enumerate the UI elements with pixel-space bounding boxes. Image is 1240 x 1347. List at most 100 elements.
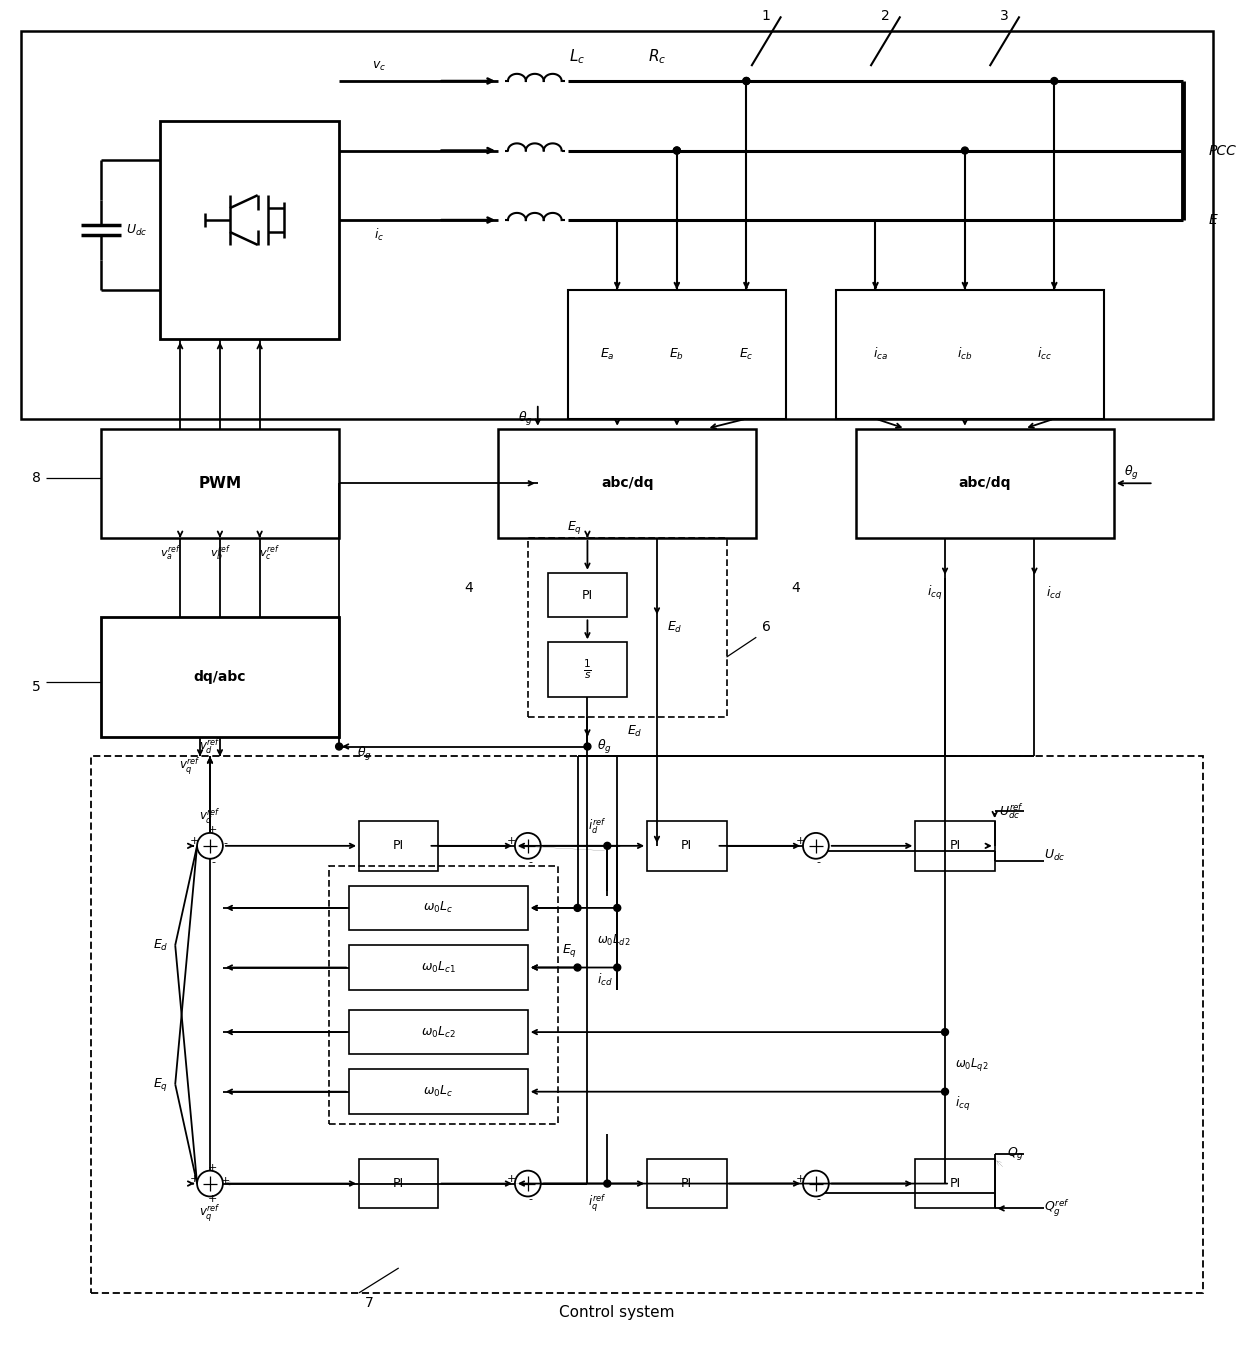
Text: $\omega_0 L_c$: $\omega_0 L_c$ — [423, 900, 454, 916]
Text: PI: PI — [393, 839, 404, 853]
Text: $E_q$: $E_q$ — [563, 942, 578, 959]
Text: Control system: Control system — [559, 1305, 675, 1320]
Bar — [498, 428, 756, 537]
Text: +: + — [795, 1173, 805, 1184]
Circle shape — [515, 832, 541, 859]
Text: $R_c$: $R_c$ — [647, 47, 666, 66]
Text: $v_c^{ref}$: $v_c^{ref}$ — [259, 543, 280, 563]
Bar — [160, 121, 339, 339]
Text: $i_c$: $i_c$ — [373, 226, 384, 242]
Circle shape — [673, 147, 681, 154]
Bar — [856, 428, 1114, 537]
Text: $i_q^{ref}$: $i_q^{ref}$ — [588, 1193, 606, 1214]
Circle shape — [804, 832, 828, 859]
Bar — [91, 757, 1203, 1293]
Text: $v_d^{ref}$: $v_d^{ref}$ — [200, 737, 221, 756]
Text: $\omega_0 L_{c2}$: $\omega_0 L_{c2}$ — [422, 1025, 456, 1040]
Text: $\theta_g$: $\theta_g$ — [1123, 465, 1138, 482]
Circle shape — [941, 1029, 949, 1036]
Text: 6: 6 — [761, 621, 771, 634]
Circle shape — [1050, 78, 1058, 85]
Bar — [358, 822, 439, 870]
Text: $U_{dc}$: $U_{dc}$ — [1044, 849, 1065, 863]
Text: $v_c$: $v_c$ — [372, 59, 386, 73]
Text: 2: 2 — [882, 9, 890, 23]
Text: $E_c$: $E_c$ — [739, 346, 754, 362]
Text: dq/abc: dq/abc — [193, 669, 247, 684]
Text: 4: 4 — [464, 581, 472, 594]
Bar — [358, 1158, 439, 1208]
Text: PI: PI — [950, 839, 961, 853]
Text: -: - — [817, 1195, 821, 1204]
Circle shape — [614, 904, 621, 912]
Text: $E_d$: $E_d$ — [667, 620, 682, 634]
Text: $U_{dc}^{ref}$: $U_{dc}^{ref}$ — [999, 801, 1024, 820]
Circle shape — [743, 78, 750, 85]
Circle shape — [614, 964, 621, 971]
Bar — [100, 617, 339, 737]
Text: $E_a$: $E_a$ — [600, 346, 615, 362]
Circle shape — [604, 1180, 611, 1187]
Text: -: - — [211, 857, 215, 866]
Circle shape — [961, 147, 968, 154]
Text: +: + — [507, 836, 517, 846]
Text: $v_q^{ref}$: $v_q^{ref}$ — [200, 1203, 221, 1224]
Text: PI: PI — [950, 1177, 961, 1189]
Text: $U_{dc}$: $U_{dc}$ — [125, 222, 148, 237]
Text: $Q_g$: $Q_g$ — [1007, 1145, 1024, 1162]
Text: +: + — [507, 1173, 517, 1184]
Circle shape — [197, 1171, 223, 1196]
Text: $L_c$: $L_c$ — [569, 47, 585, 66]
Text: 7: 7 — [365, 1296, 373, 1309]
Text: PI: PI — [681, 1177, 692, 1189]
Text: 4: 4 — [791, 581, 800, 594]
Text: PCC: PCC — [1208, 144, 1236, 158]
Text: $E_q$: $E_q$ — [568, 520, 583, 536]
Bar — [915, 822, 994, 870]
Text: $\theta_g$: $\theta_g$ — [598, 738, 613, 756]
Text: E: E — [1208, 213, 1216, 228]
Circle shape — [574, 964, 582, 971]
Text: $i_{ca}$: $i_{ca}$ — [873, 346, 888, 362]
Text: PI: PI — [681, 839, 692, 853]
Circle shape — [743, 78, 750, 85]
Text: $v_b^{ref}$: $v_b^{ref}$ — [210, 543, 231, 563]
Bar — [647, 822, 727, 870]
Text: $E_d$: $E_d$ — [626, 725, 642, 740]
Circle shape — [336, 744, 342, 750]
Text: $E_b$: $E_b$ — [670, 346, 684, 362]
Bar — [568, 290, 786, 419]
Text: $\omega_0 L_{q2}$: $\omega_0 L_{q2}$ — [955, 1056, 988, 1072]
Text: +: + — [208, 1162, 218, 1173]
Text: +: + — [208, 824, 218, 835]
Bar — [647, 1158, 727, 1208]
Circle shape — [604, 842, 611, 850]
Text: $i_{cd}$: $i_{cd}$ — [1047, 585, 1063, 601]
Text: $v_d^{ref}$: $v_d^{ref}$ — [200, 807, 221, 826]
Text: 1: 1 — [761, 9, 771, 23]
Text: $i_d^{ref}$: $i_d^{ref}$ — [588, 816, 606, 835]
Circle shape — [941, 1088, 949, 1095]
Text: +: + — [221, 1176, 231, 1185]
Bar — [836, 290, 1104, 419]
Bar — [915, 1158, 994, 1208]
Circle shape — [584, 744, 591, 750]
Text: $v_q^{ref}$: $v_q^{ref}$ — [179, 756, 201, 777]
Text: -: - — [224, 838, 228, 847]
Bar — [548, 572, 627, 617]
Bar — [100, 428, 339, 537]
Circle shape — [197, 832, 223, 859]
Bar — [348, 946, 528, 990]
Circle shape — [574, 904, 582, 912]
Circle shape — [673, 147, 681, 154]
Text: $i_{cd}$: $i_{cd}$ — [598, 973, 614, 987]
Text: -: - — [528, 857, 533, 866]
Bar — [348, 1070, 528, 1114]
Text: -: - — [528, 1195, 533, 1204]
Text: +: + — [190, 836, 198, 846]
Text: +: + — [190, 1173, 198, 1184]
Text: $\frac{1}{s}$: $\frac{1}{s}$ — [583, 657, 591, 682]
Text: $E_d$: $E_d$ — [153, 938, 169, 952]
Bar — [528, 537, 727, 717]
Text: $\theta_g$: $\theta_g$ — [518, 409, 533, 428]
